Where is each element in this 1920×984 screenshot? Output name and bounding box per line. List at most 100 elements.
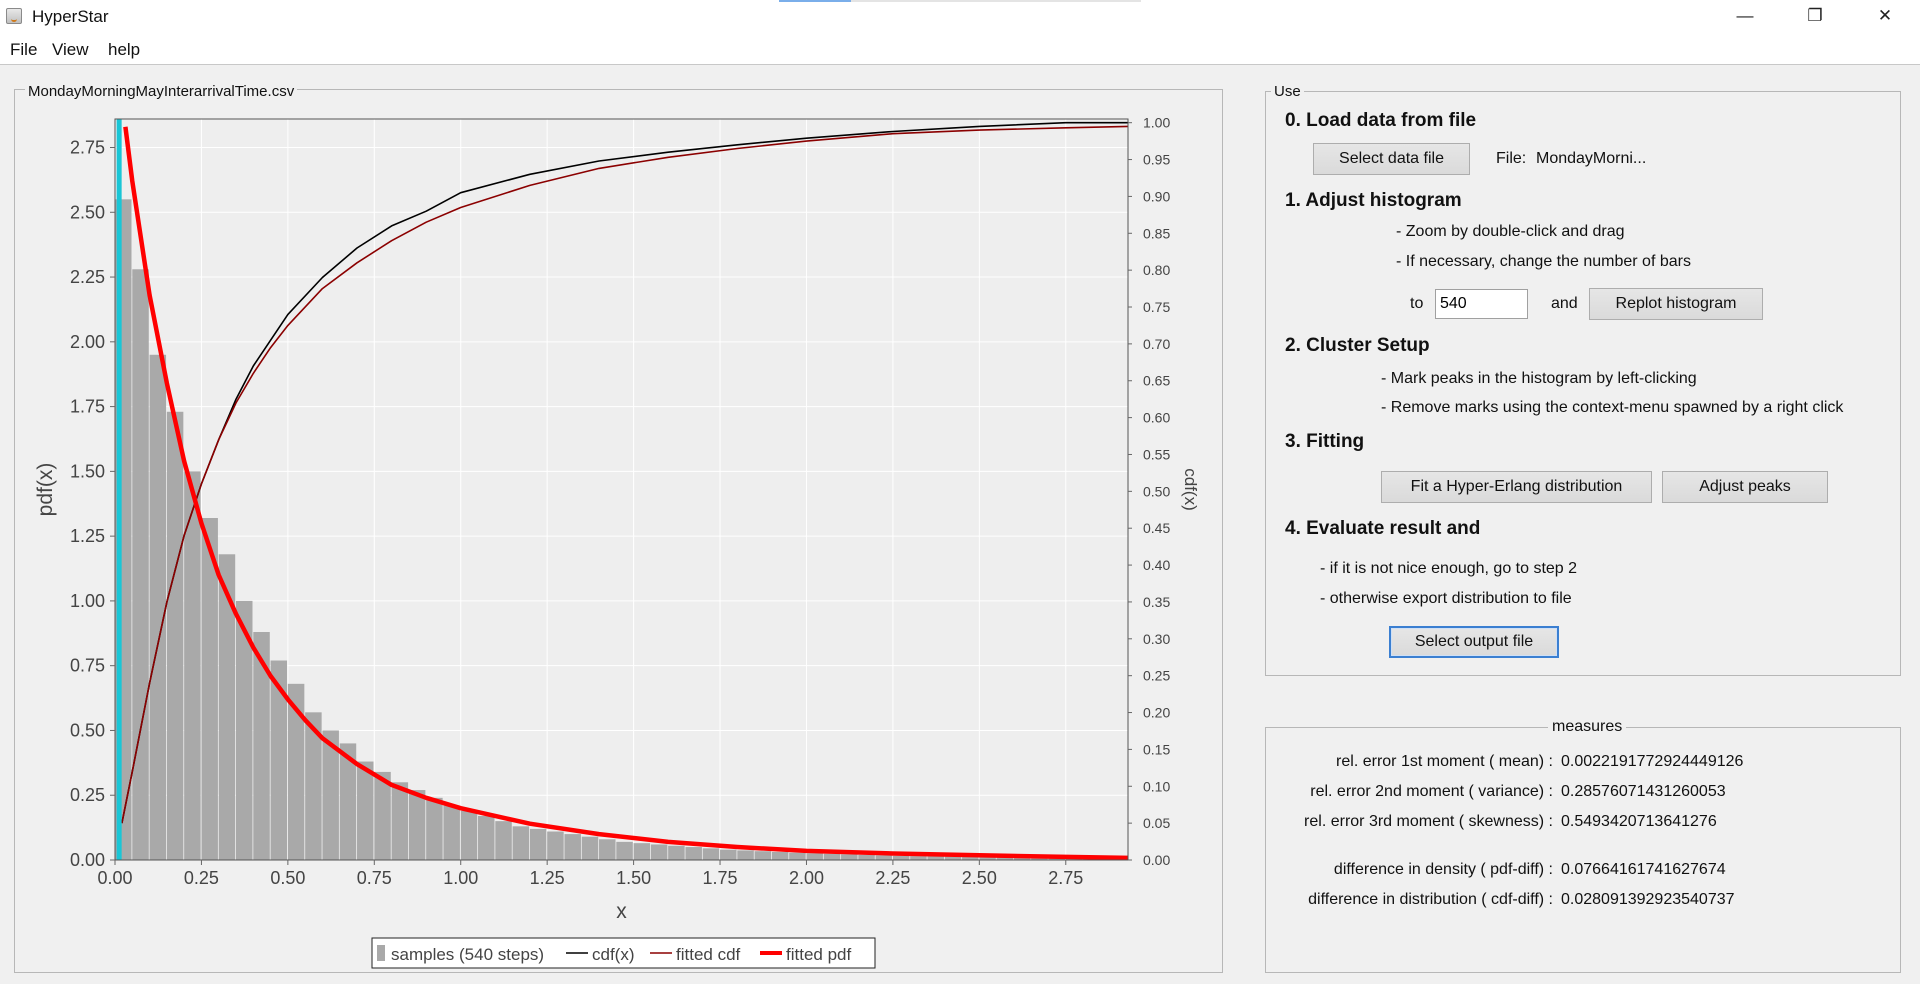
histogram-bar [374, 771, 391, 860]
mark-peaks-hint: - Mark peaks in the histogram by left-cl… [1381, 370, 1697, 387]
series-fitted-pdf [123, 126, 1129, 861]
legend-symbol [377, 945, 385, 961]
histogram-bar [979, 857, 996, 860]
histogram-bar [357, 761, 374, 860]
histogram-bar [892, 855, 910, 860]
x-tick-label: 2.00 [789, 868, 824, 888]
y2-tick-label: 0.65 [1143, 373, 1170, 389]
minimize-icon[interactable]: — [1736, 6, 1754, 25]
replot-histogram-button[interactable]: Replot histogram [1589, 288, 1763, 320]
histogram-bar [823, 853, 841, 860]
histogram-bar [391, 782, 409, 860]
histogram-bar [702, 848, 720, 860]
menu-file[interactable]: File [10, 40, 38, 59]
y-tick-label: 1.75 [70, 397, 105, 417]
x-tick-label: 2.75 [1048, 868, 1083, 888]
fit-hyper-erlang-button[interactable]: Fit a Hyper-Erlang distribution [1381, 471, 1652, 503]
y-axis-label: pdf(x) [34, 463, 57, 517]
x-tick-label: 0.75 [357, 868, 392, 888]
y-tick-label: 2.50 [70, 202, 105, 222]
histogram-bar [426, 797, 443, 860]
adjust-peaks-button[interactable]: Adjust peaks [1662, 471, 1828, 503]
x-tick-label: 2.25 [875, 868, 910, 888]
close-icon[interactable]: ✕ [1877, 6, 1893, 25]
histogram-bar [668, 845, 685, 860]
x-tick-label: 0.00 [97, 868, 132, 888]
y-tick-label: 0.50 [70, 720, 105, 740]
chart-panel [14, 89, 1223, 973]
histogram-bar [132, 269, 149, 861]
y2-axis-label: cdf(x) [1181, 468, 1200, 511]
y-tick-label: 0.00 [70, 850, 105, 870]
y-tick-label: 1.00 [70, 591, 105, 611]
y2-tick-label: 0.35 [1143, 594, 1170, 610]
chart-panel-title: MondayMorningMayInterarrivalTime.csv [25, 83, 298, 100]
histogram-bar [754, 851, 772, 860]
plot-frame [114, 118, 1129, 861]
use-panel [1265, 91, 1901, 676]
step0-heading: 0. Load data from file [1285, 110, 1477, 131]
histogram-bars [115, 199, 1117, 861]
x-tick-label: 1.25 [530, 868, 565, 888]
menu-bar: File View help [0, 34, 1920, 65]
taskbar-focus-strip [779, 0, 851, 2]
remove-marks-hint: - Remove marks using the context-menu sp… [1381, 399, 1844, 416]
measure-value-skewness: 0.5493420713641276 [1561, 813, 1717, 830]
histogram-bar [460, 810, 478, 860]
y2-tick-label: 0.00 [1143, 852, 1170, 868]
histogram-bar [1013, 857, 1031, 860]
file-name: MondayMorni... [1536, 150, 1647, 167]
x-tick-label: 0.25 [184, 868, 219, 888]
histogram-bar [287, 683, 305, 860]
histogram-bar [841, 854, 858, 860]
histogram-bar [599, 839, 616, 860]
histogram-bar [529, 828, 547, 860]
measure-value-mean: 0.0022191772924449126 [1561, 753, 1744, 770]
histogram-bar [253, 632, 270, 860]
y2-tick-label: 0.15 [1143, 741, 1170, 757]
histogram-bar [305, 712, 322, 860]
histogram-bar [339, 743, 357, 860]
peak-marker-line [116, 119, 122, 860]
measure-value-variance: 0.28576071431260053 [1561, 783, 1726, 800]
menu-view[interactable]: View [52, 40, 89, 59]
measure-label-mean: rel. error 1st moment ( mean) : [1336, 753, 1553, 770]
y-tick-label: 1.50 [70, 461, 105, 481]
histogram-bar [443, 805, 460, 860]
y2-tick-label: 0.10 [1143, 778, 1170, 794]
histogram-bar [581, 836, 599, 860]
histogram-bar [478, 815, 495, 860]
peak-marker [116, 119, 122, 860]
restore-icon[interactable]: ❐ [1807, 6, 1823, 25]
x-tick-label: 1.75 [703, 868, 738, 888]
histogram-bar [996, 857, 1014, 860]
y-axis-ticks: 0.00 0.25 0.50 0.75 1.00 1.25 1.50 1.75 2.00 2.25… [70, 138, 115, 870]
histogram-bar [166, 411, 184, 860]
bars-count-input[interactable] [1435, 289, 1528, 319]
y2-tick-label: 0.70 [1143, 336, 1170, 352]
legend-label: cdf(x) [592, 945, 635, 964]
histogram-bar [218, 554, 236, 860]
y-tick-label: 2.00 [70, 332, 105, 352]
y2-tick-label: 0.95 [1143, 152, 1170, 168]
menu-help[interactable]: help [108, 40, 141, 59]
legend: samples (540 steps) cdf(x) fitted cdf fitte… [371, 937, 876, 969]
histogram-chart[interactable]: 0.00 0.25 0.50 0.75 1.00 1.25 1.50 1.75 2.00 2.25… [0, 0, 1225, 984]
y-tick-label: 1.25 [70, 526, 105, 546]
java-icon [6, 8, 22, 24]
histogram-bar [875, 855, 893, 860]
select-output-file-button[interactable]: Select output file [1389, 626, 1559, 658]
histogram-bar [962, 856, 979, 860]
histogram-bar [547, 831, 564, 860]
step1-heading: 1. Adjust histogram [1285, 190, 1462, 211]
measure-value-cdf-diff: 0.028091392923540737 [1561, 891, 1735, 908]
y2-tick-label: 0.55 [1143, 446, 1170, 462]
y-tick-label: 2.25 [70, 267, 105, 287]
histogram-bar [149, 354, 167, 860]
histogram-bar [858, 854, 875, 860]
use-panel-title: Use [1271, 83, 1304, 100]
select-data-file-button[interactable]: Select data file [1313, 143, 1470, 175]
y2-axis-ticks: 0.00 0.05 0.10 0.15 0.20 0.25 0.30 0.35 0.40 0.45… [1128, 115, 1170, 868]
series-fitted-cdf [121, 125, 1129, 824]
histogram-bar [927, 856, 944, 860]
